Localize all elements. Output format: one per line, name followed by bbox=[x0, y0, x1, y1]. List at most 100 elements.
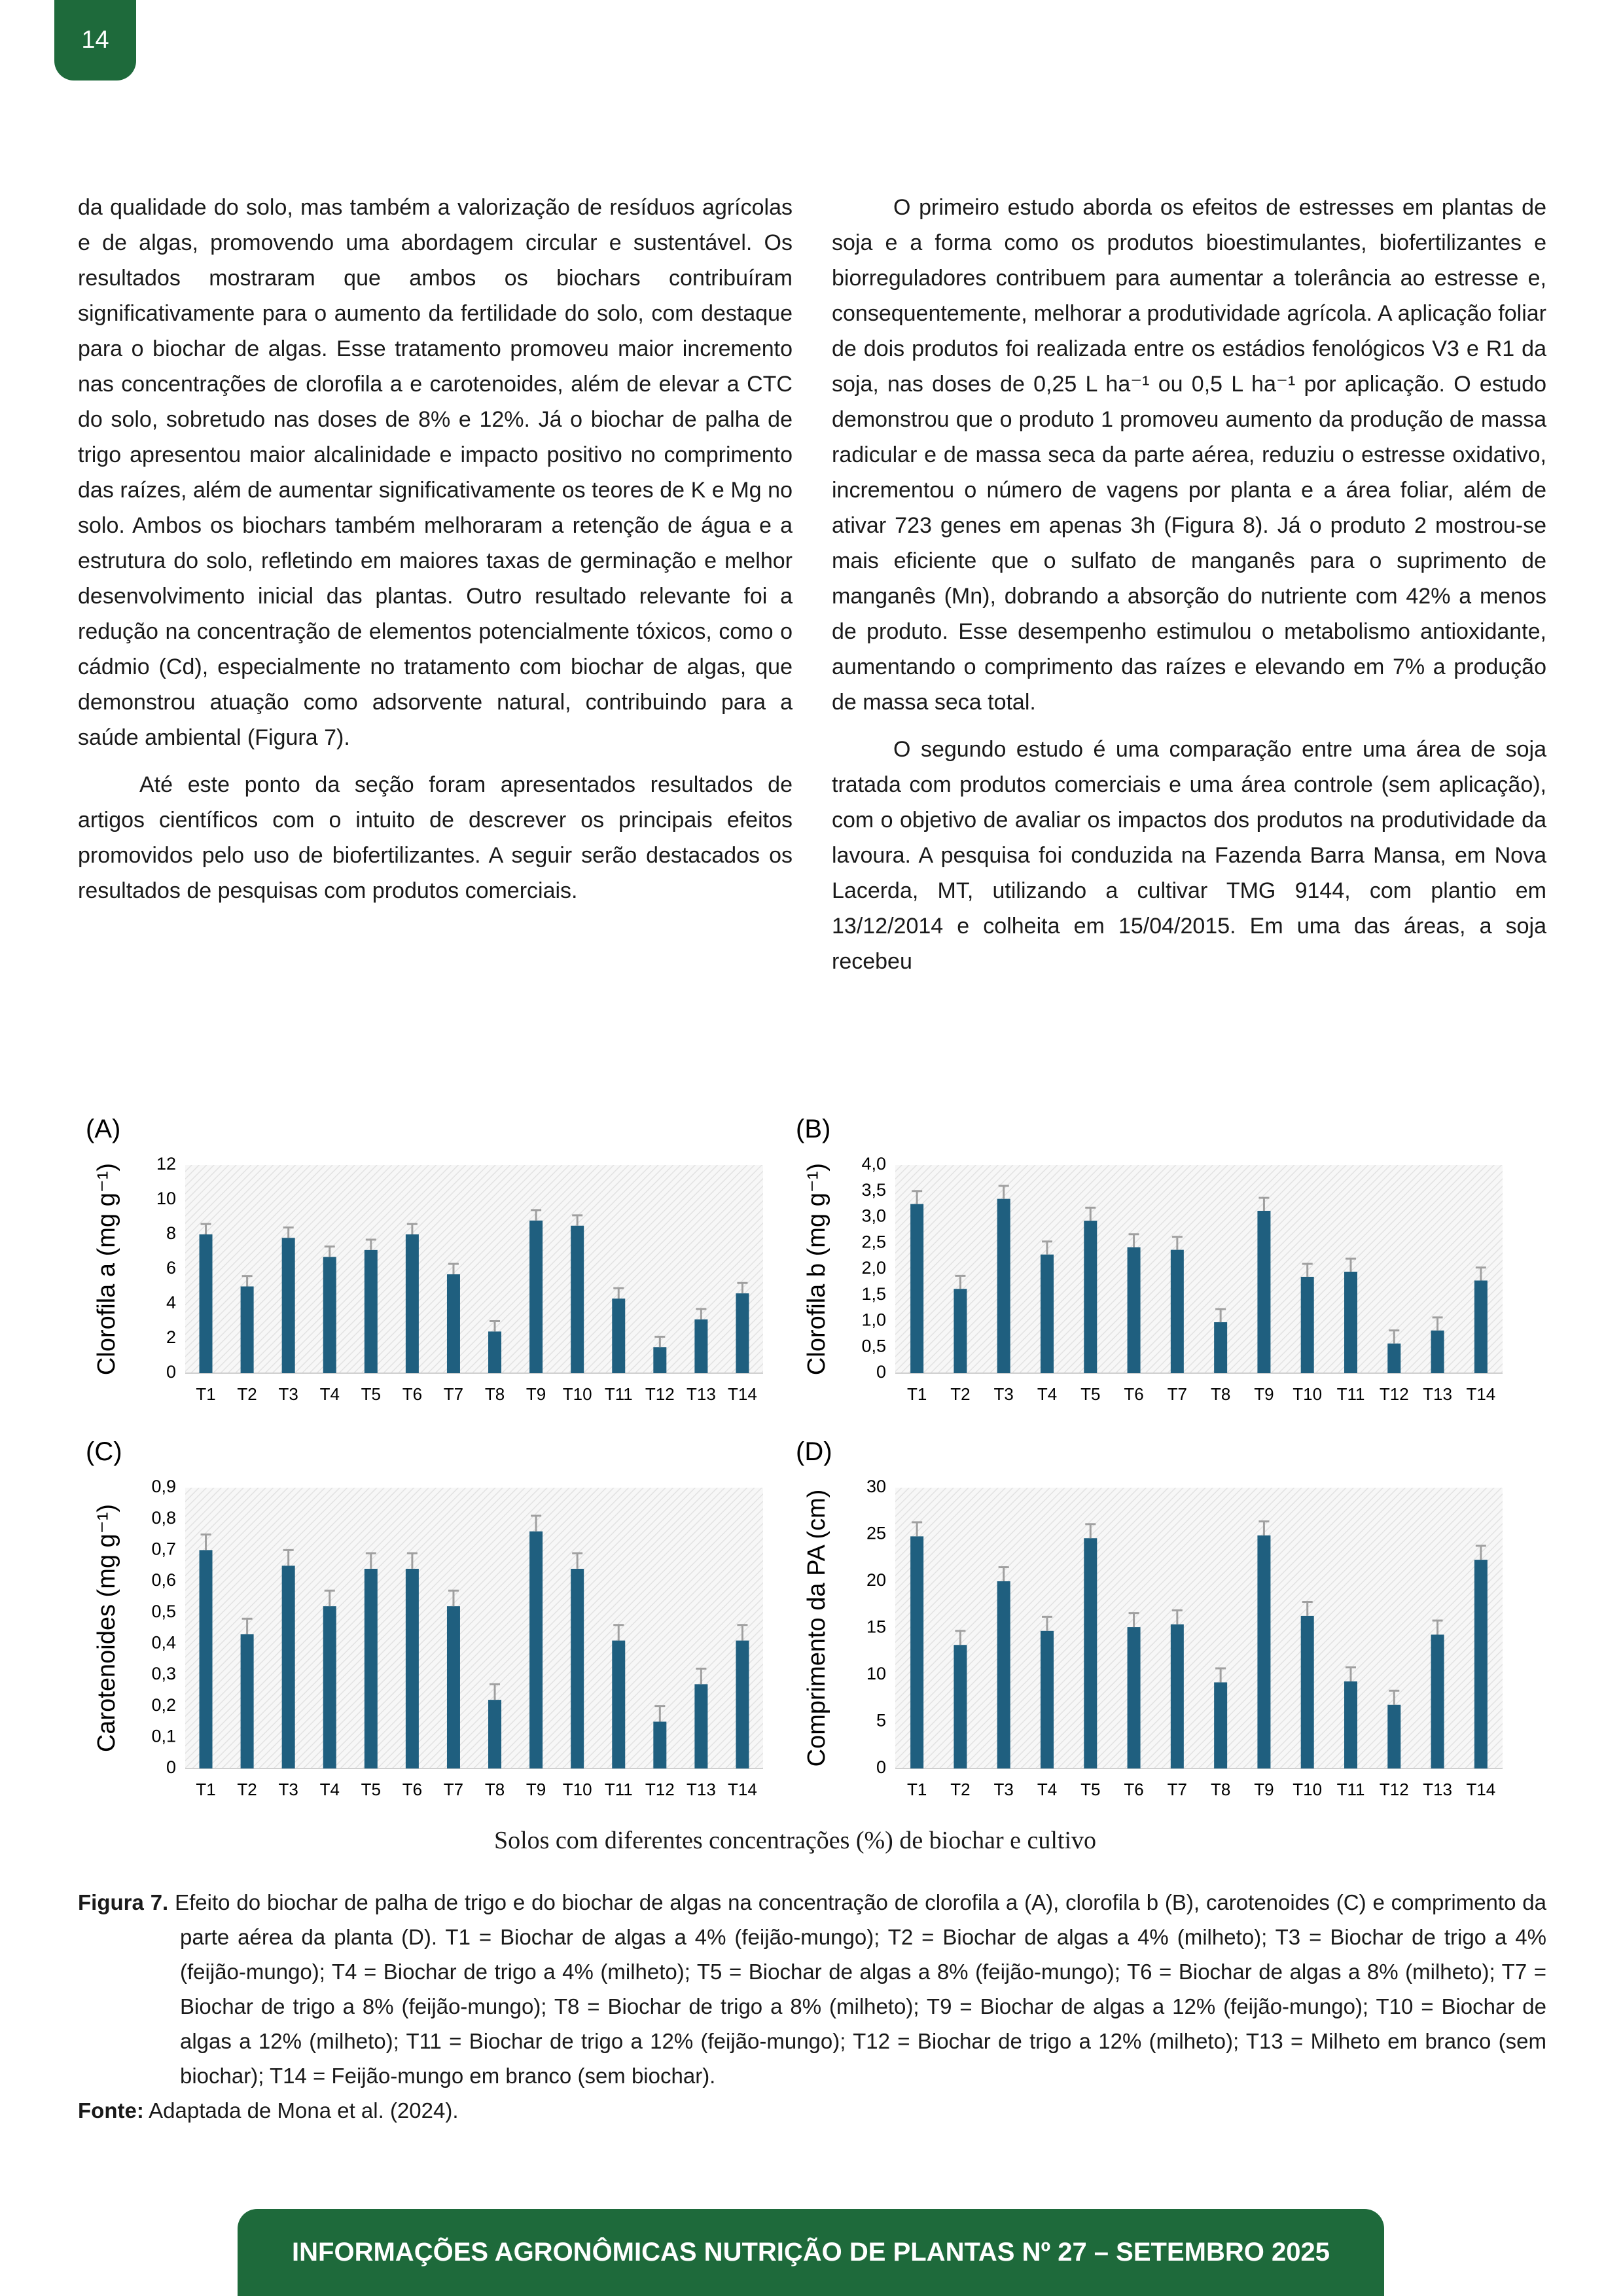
bar bbox=[240, 1634, 254, 1768]
y-axis-label: Clorofila a (mg g⁻¹) bbox=[93, 1163, 120, 1375]
x-tick-label: T8 bbox=[1211, 1780, 1230, 1799]
x-tick-label: T12 bbox=[1380, 1384, 1409, 1404]
bar bbox=[488, 1700, 502, 1768]
y-tick-label: 0,5 bbox=[861, 1336, 886, 1355]
bar bbox=[240, 1286, 254, 1373]
y-tick-label: 30 bbox=[866, 1477, 886, 1496]
bar bbox=[1474, 1280, 1488, 1373]
figure-caption: Figura 7. Efeito do biochar de palha de … bbox=[78, 1885, 1546, 2093]
bar bbox=[1344, 1681, 1357, 1768]
bar bbox=[364, 1568, 378, 1768]
x-tick-label: T6 bbox=[1124, 1384, 1143, 1404]
bar bbox=[736, 1640, 749, 1768]
x-tick-label: T7 bbox=[1168, 1780, 1187, 1799]
x-tick-label: T3 bbox=[279, 1384, 298, 1404]
bar bbox=[323, 1606, 336, 1768]
y-tick-label: 6 bbox=[166, 1258, 176, 1278]
y-tick-label: 1,0 bbox=[861, 1310, 886, 1330]
y-tick-label: 0,9 bbox=[151, 1477, 176, 1496]
y-axis-label: Clorofila b (mg g⁻¹) bbox=[803, 1163, 830, 1375]
x-tick-label: T13 bbox=[687, 1780, 716, 1799]
x-tick-label: T13 bbox=[1423, 1384, 1452, 1404]
x-tick-label: T2 bbox=[237, 1780, 257, 1799]
y-tick-label: 0,4 bbox=[151, 1632, 176, 1652]
bar bbox=[653, 1721, 667, 1768]
bar bbox=[1170, 1249, 1184, 1373]
x-tick-label: T11 bbox=[605, 1780, 633, 1799]
bar bbox=[488, 1331, 502, 1373]
y-tick-label: 20 bbox=[866, 1570, 886, 1590]
bar-chart: (C) Carotenoides (mg g⁻¹) 0 0,1 0,2 0,3 0,4 0,5… bbox=[86, 1437, 763, 1799]
x-tick-label: T10 bbox=[1293, 1780, 1322, 1799]
bar bbox=[1084, 1221, 1097, 1373]
bar bbox=[529, 1220, 543, 1373]
x-tick-label: T8 bbox=[485, 1780, 505, 1799]
bar bbox=[323, 1257, 336, 1373]
y-tick-label: 0 bbox=[876, 1757, 886, 1777]
bar bbox=[446, 1606, 460, 1768]
bar bbox=[1387, 1704, 1401, 1768]
panel-label: (C) bbox=[86, 1437, 122, 1466]
y-tick-label: 0 bbox=[166, 1362, 176, 1382]
x-tick-label: T2 bbox=[950, 1384, 970, 1404]
x-tick-label: T14 bbox=[728, 1780, 757, 1799]
x-tick-label: T6 bbox=[1124, 1780, 1143, 1799]
bar bbox=[1170, 1624, 1184, 1768]
x-tick-label: T6 bbox=[402, 1780, 422, 1799]
x-tick-label: T12 bbox=[1380, 1780, 1409, 1799]
y-tick-label: 10 bbox=[156, 1189, 176, 1208]
x-tick-label: T1 bbox=[907, 1780, 927, 1799]
y-tick-label: 10 bbox=[866, 1664, 886, 1683]
bar bbox=[1431, 1330, 1444, 1373]
bar-chart: (A) Clorofila a (mg g⁻¹) 0 2 4 6 8 10 12 T1 T2 T3 T4… bbox=[86, 1115, 763, 1404]
x-tick-label: T11 bbox=[1337, 1780, 1365, 1799]
x-tick-label: T1 bbox=[907, 1384, 927, 1404]
paragraph: Até este ponto da seção foram apresentad… bbox=[78, 772, 793, 903]
y-tick-label: 4,0 bbox=[861, 1154, 886, 1174]
x-tick-label: T12 bbox=[645, 1384, 675, 1404]
y-tick-label: 5 bbox=[876, 1711, 886, 1731]
source-text: Adaptada de Mona et al. (2024). bbox=[149, 2098, 459, 2123]
bar bbox=[997, 1581, 1010, 1768]
bar bbox=[1041, 1630, 1054, 1768]
x-tick-label: T8 bbox=[1211, 1384, 1230, 1404]
x-tick-label: T5 bbox=[361, 1384, 381, 1404]
bar bbox=[1300, 1276, 1314, 1373]
x-tick-label: T4 bbox=[1037, 1780, 1057, 1799]
y-tick-label: 8 bbox=[166, 1223, 176, 1243]
panel-label: (D) bbox=[796, 1437, 832, 1466]
x-tick-label: T5 bbox=[1080, 1384, 1100, 1404]
bar bbox=[1214, 1682, 1228, 1768]
y-tick-label: 0,2 bbox=[151, 1695, 176, 1715]
paragraph: O primeiro estudo aborda os efeitos de e… bbox=[832, 195, 1546, 715]
x-tick-label: T14 bbox=[1466, 1384, 1495, 1404]
bar bbox=[1431, 1634, 1444, 1768]
bar bbox=[1474, 1560, 1488, 1768]
x-tick-label: T8 bbox=[485, 1384, 505, 1404]
y-tick-label: 25 bbox=[866, 1524, 886, 1543]
x-tick-label: T14 bbox=[1466, 1780, 1495, 1799]
x-tick-label: T3 bbox=[994, 1780, 1014, 1799]
bar bbox=[1214, 1322, 1228, 1373]
bar bbox=[281, 1238, 295, 1373]
caption-label: Figura 7. bbox=[78, 1890, 169, 1914]
plot-area bbox=[185, 1488, 763, 1768]
caption-text: Efeito do biochar de palha de trigo e do… bbox=[175, 1890, 1546, 2088]
x-tick-label: T13 bbox=[1423, 1780, 1452, 1799]
plot-area bbox=[185, 1165, 763, 1373]
bar bbox=[405, 1568, 419, 1768]
x-tick-label: T9 bbox=[526, 1384, 546, 1404]
y-tick-label: 12 bbox=[156, 1154, 176, 1174]
bar bbox=[199, 1234, 213, 1373]
y-tick-label: 1,5 bbox=[861, 1284, 886, 1304]
bar bbox=[281, 1566, 295, 1768]
y-tick-label: 0,3 bbox=[151, 1664, 176, 1683]
x-tick-label: T7 bbox=[1168, 1384, 1187, 1404]
bar bbox=[653, 1347, 667, 1373]
y-tick-label: 0,8 bbox=[151, 1508, 176, 1528]
y-tick-label: 15 bbox=[866, 1617, 886, 1637]
x-tick-label: T5 bbox=[361, 1780, 381, 1799]
plot-area bbox=[895, 1488, 1503, 1768]
bar-chart: (D) Comprimento da PA (cm) 0 5 10 15 20 25 30 T1 T… bbox=[796, 1437, 1503, 1799]
